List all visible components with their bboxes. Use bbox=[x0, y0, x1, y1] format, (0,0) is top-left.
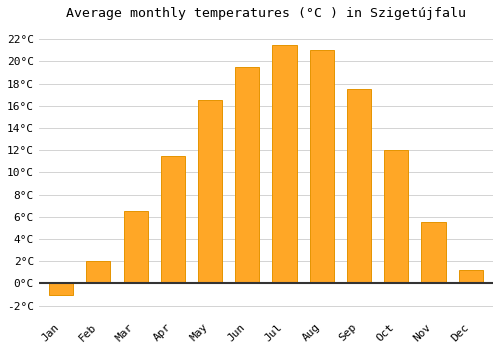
Bar bbox=[124, 211, 148, 284]
Bar bbox=[384, 150, 408, 284]
Bar bbox=[235, 67, 260, 284]
Bar bbox=[422, 222, 446, 284]
Bar bbox=[347, 89, 371, 284]
Bar bbox=[272, 45, 296, 284]
Bar bbox=[458, 270, 483, 284]
Bar bbox=[310, 50, 334, 284]
Bar bbox=[49, 284, 73, 295]
Bar bbox=[160, 156, 185, 284]
Title: Average monthly temperatures (°C ) in Szigetújfalu: Average monthly temperatures (°C ) in Sz… bbox=[66, 7, 466, 20]
Bar bbox=[198, 100, 222, 284]
Bar bbox=[86, 261, 110, 284]
